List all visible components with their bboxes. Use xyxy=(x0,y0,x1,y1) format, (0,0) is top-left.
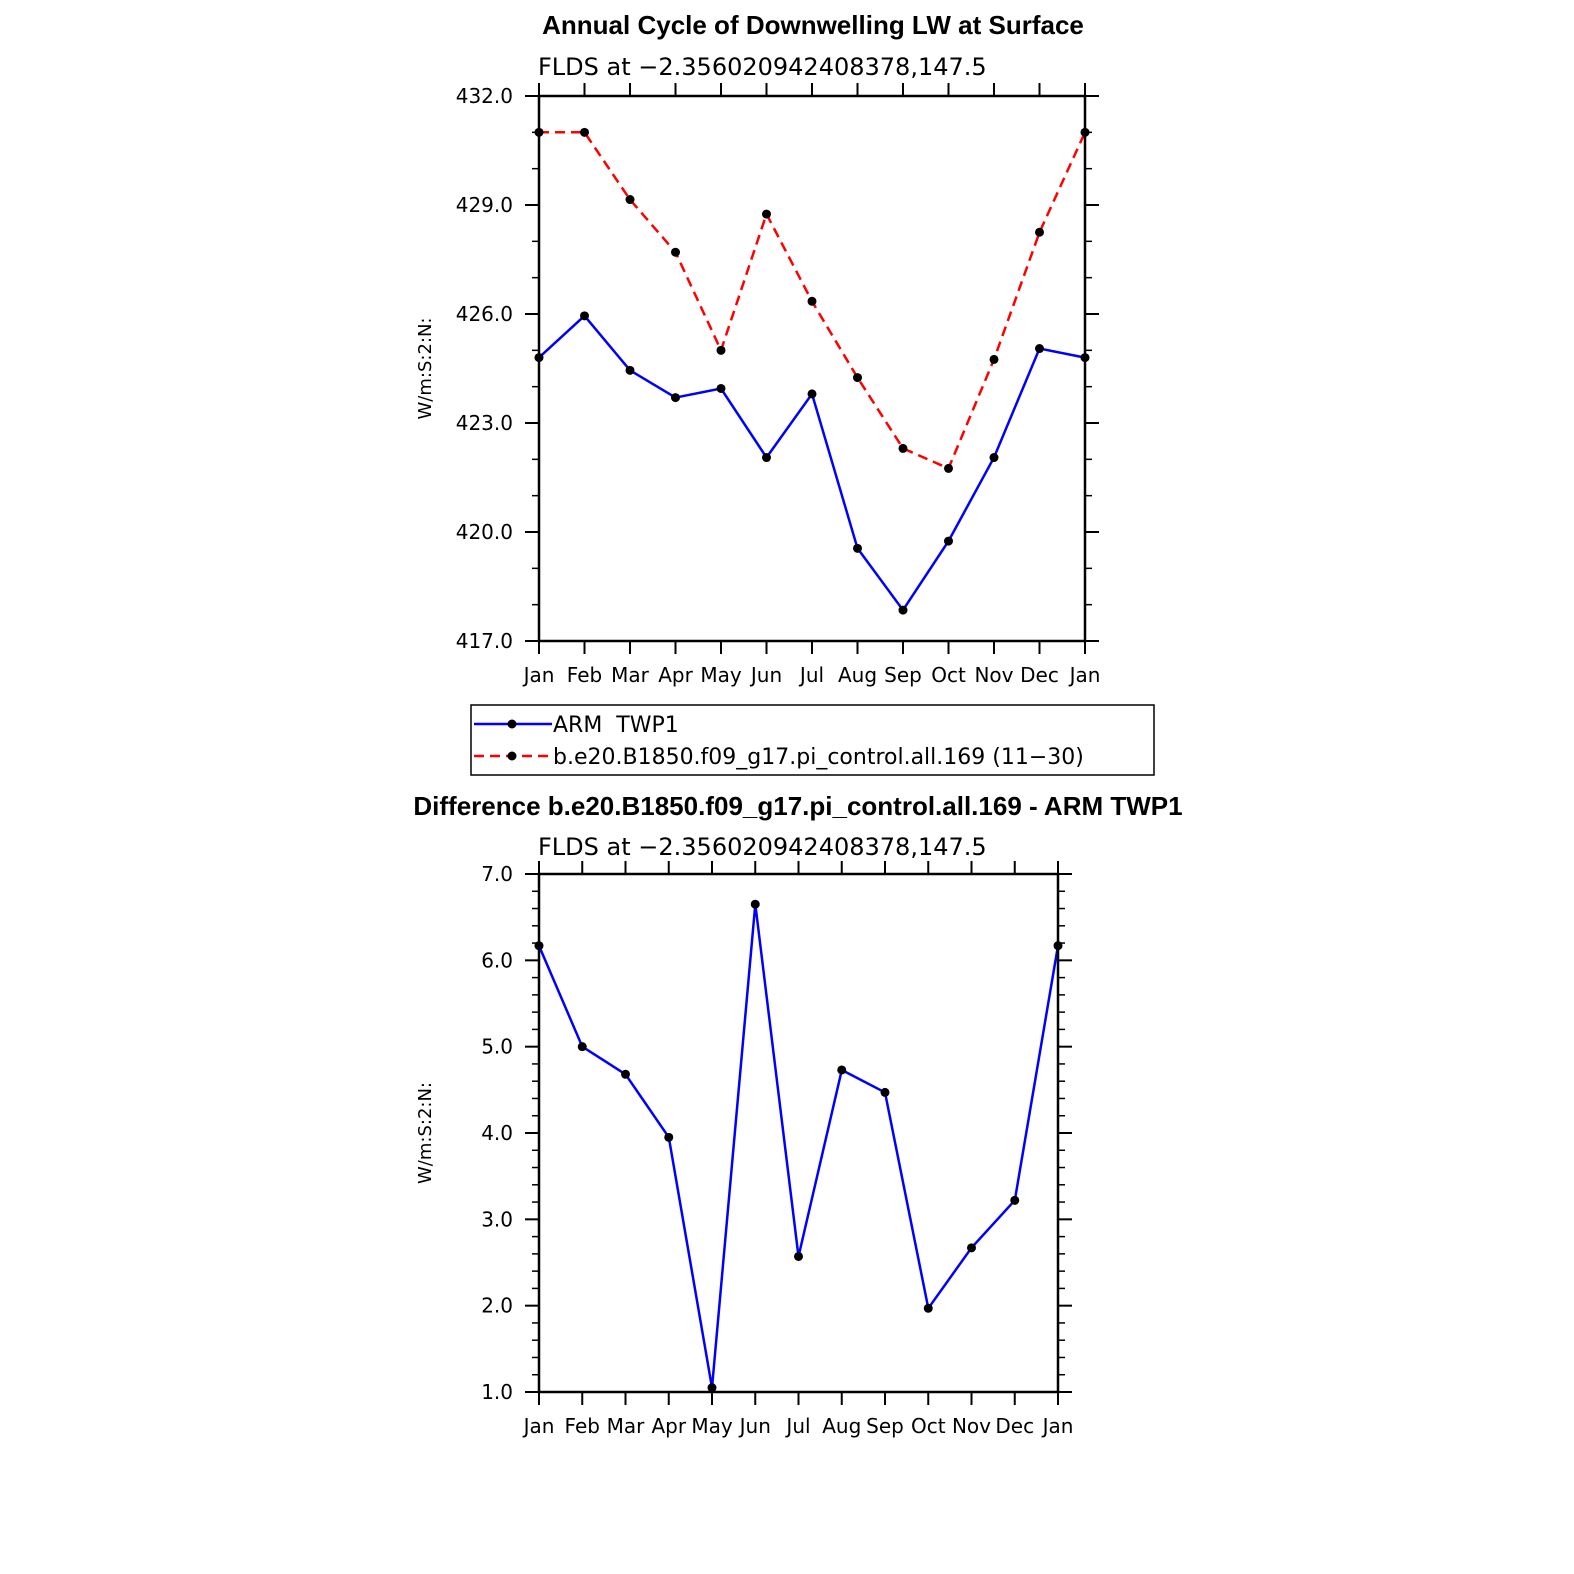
y-axis-label: W/m:S:2:N: xyxy=(415,1082,436,1184)
data-point xyxy=(807,389,817,399)
legend-box xyxy=(470,704,1155,776)
x-tick-label: Aug xyxy=(838,663,877,687)
data-point xyxy=(577,1042,587,1052)
x-tick-label: Jun xyxy=(749,663,782,687)
x-tick-label: Aug xyxy=(822,1414,861,1438)
legend: ARM TWP1 b.e20.B1850.f09_g17.pi_control.… xyxy=(470,704,1155,776)
plot-area: Jan Feb Mar Apr May Jun Jul Aug Sep Oct Nov Dec Jan 1… xyxy=(415,861,1073,1438)
data-point xyxy=(625,365,635,375)
x-tick-label: Nov xyxy=(952,1414,991,1438)
data-point xyxy=(671,247,680,257)
x-tick-label: Nov xyxy=(974,663,1013,687)
data-point xyxy=(580,127,589,137)
data-point xyxy=(621,1069,630,1079)
data-point xyxy=(898,605,908,615)
x-tick-label: Mar xyxy=(607,1414,646,1438)
data-point xyxy=(989,453,999,463)
x-tick-label: Apr xyxy=(658,663,693,687)
x-tick-label: Oct xyxy=(911,1414,946,1438)
x-tick-label: Jun xyxy=(738,1414,771,1438)
data-point xyxy=(853,543,862,553)
y-tick-label: 3.0 xyxy=(481,1207,513,1231)
chart-title: Difference b.e20.B1850.f09_g17.pi_contro… xyxy=(413,791,1182,821)
data-point xyxy=(716,345,726,355)
annual-cycle-chart: Annual Cycle of Downwelling LW at Surfac… xyxy=(415,10,1155,776)
x-tick-label: Dec xyxy=(1020,663,1059,687)
x-tick-label: Jan xyxy=(522,1414,555,1438)
data-point xyxy=(625,195,635,205)
data-point xyxy=(967,1243,976,1253)
y-axis-label: W/m:S:2:N: xyxy=(415,318,436,420)
x-tick-label: May xyxy=(700,663,742,687)
plot-area: Jan Feb Mar Apr May Jun Jul Aug Sep Oct Nov Dec Jan 4… xyxy=(415,83,1100,687)
y-tick-label: 6.0 xyxy=(481,948,513,972)
x-tick-label: May xyxy=(691,1414,733,1438)
data-point xyxy=(853,373,862,383)
chart-subtitle: FLDS at −2.356020942408378,147.5 xyxy=(538,833,987,861)
data-point xyxy=(944,536,953,546)
data-point xyxy=(707,1383,717,1393)
x-tick-label: Dec xyxy=(995,1414,1034,1438)
data-point xyxy=(580,311,589,321)
y-tick-label: 5.0 xyxy=(481,1035,513,1059)
data-point xyxy=(762,209,771,219)
data-point xyxy=(944,463,953,473)
data-point xyxy=(880,1087,890,1097)
y-tick-label: 417.0 xyxy=(456,629,513,653)
data-point xyxy=(1010,1195,1020,1205)
y-tick-label: 7.0 xyxy=(481,862,513,886)
data-point xyxy=(762,453,771,463)
legend-marker-series-2 xyxy=(507,751,517,761)
y-tick-label: 420.0 xyxy=(456,520,513,544)
series-line-1 xyxy=(538,313,1086,613)
x-tick-label: Oct xyxy=(931,663,966,687)
x-tick-label: Apr xyxy=(651,1414,686,1438)
y-tick-label: 429.0 xyxy=(456,193,513,217)
data-point xyxy=(671,393,680,403)
x-tick-label: Feb xyxy=(567,663,602,687)
x-tick-label: Jan xyxy=(522,663,555,687)
legend-marker-series-1 xyxy=(507,719,517,729)
x-tick-label: Sep xyxy=(866,1414,904,1438)
data-point xyxy=(664,1132,674,1142)
x-tick-label: Sep xyxy=(884,663,922,687)
legend-label-series-1: ARM TWP1 xyxy=(553,713,679,738)
y-tick-label: 1.0 xyxy=(481,1380,513,1404)
data-point xyxy=(923,1303,933,1313)
data-point xyxy=(989,354,999,364)
data-point xyxy=(1035,227,1044,237)
series-line-1 xyxy=(537,904,1060,1388)
y-tick-label: 4.0 xyxy=(481,1121,513,1145)
data-point xyxy=(716,383,726,393)
x-tick-label: Mar xyxy=(611,663,650,687)
x-tick-label: Feb xyxy=(565,1414,600,1438)
data-point xyxy=(837,1065,847,1075)
x-tick-label: Jul xyxy=(784,1414,810,1438)
y-tick-label: 2.0 xyxy=(481,1294,513,1318)
y-tick-label: 432.0 xyxy=(456,84,513,108)
plot-frame xyxy=(537,94,1087,643)
difference-chart: Difference b.e20.B1850.f09_g17.pi_contro… xyxy=(413,791,1182,1438)
y-tick-label: 423.0 xyxy=(456,411,513,435)
legend-label-series-2: b.e20.B1850.f09_g17.pi_control.all.169 (… xyxy=(553,745,1084,770)
data-point xyxy=(750,899,760,909)
chart-subtitle: FLDS at −2.356020942408378,147.5 xyxy=(538,53,987,81)
data-point xyxy=(794,1251,803,1261)
chart-title: Annual Cycle of Downwelling LW at Surfac… xyxy=(542,10,1084,40)
x-tick-label: Jan xyxy=(1041,1414,1074,1438)
data-point xyxy=(1035,344,1044,354)
x-tick-label: Jan xyxy=(1068,663,1101,687)
data-point xyxy=(898,443,908,453)
plot-frame xyxy=(537,872,1060,1394)
x-tick-label: Jul xyxy=(798,663,824,687)
y-tick-label: 426.0 xyxy=(456,302,513,326)
data-point xyxy=(807,296,817,306)
